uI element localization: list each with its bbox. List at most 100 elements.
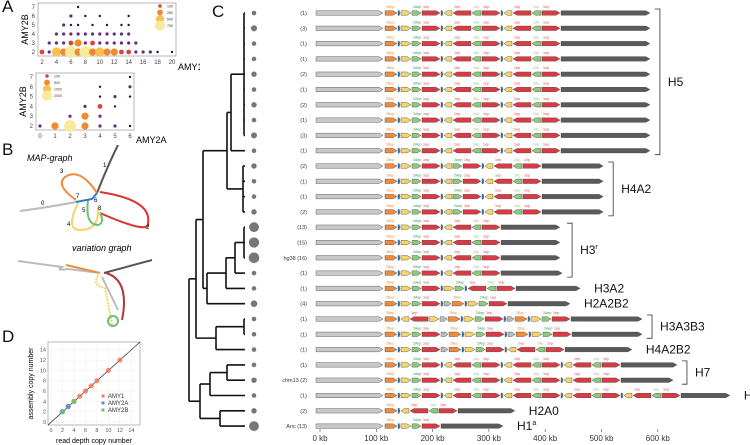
gene-label: 1ep bbox=[454, 82, 460, 86]
gene-b bbox=[500, 56, 504, 62]
x-tick-label: 3 bbox=[83, 134, 87, 140]
gene-R bbox=[481, 148, 501, 154]
data-point bbox=[127, 14, 130, 18]
data-point-AMY2A bbox=[65, 403, 71, 410]
flank-left-arrow bbox=[315, 25, 384, 31]
gene-r bbox=[572, 393, 592, 398]
gene-b bbox=[440, 25, 444, 31]
gene-O bbox=[384, 209, 398, 215]
x-tick-label: 2 bbox=[61, 428, 64, 434]
gene-label: 2Ap bbox=[514, 189, 520, 193]
gene-y bbox=[443, 148, 453, 154]
gene-O bbox=[384, 41, 398, 47]
gene-R bbox=[485, 331, 505, 337]
gene-label: 2Ap bbox=[533, 372, 539, 376]
gene-y bbox=[484, 163, 494, 169]
data-point-AMY1 bbox=[82, 388, 89, 394]
gene-label: 2Ap bbox=[533, 97, 539, 101]
gene-g bbox=[512, 178, 523, 184]
axis-tick-label: 600 kb bbox=[646, 434, 671, 443]
gene-label: 1ep bbox=[483, 143, 489, 147]
gene-g bbox=[471, 56, 482, 62]
gene-label: 1ep bbox=[483, 51, 489, 55]
data-point bbox=[105, 41, 109, 45]
gene-label: 1ep bbox=[483, 20, 489, 24]
gene-y bbox=[484, 178, 494, 184]
gene-label: 2Aep bbox=[413, 250, 421, 254]
variation-gray-inner-path bbox=[101, 276, 119, 311]
flank-right-arrow bbox=[560, 132, 651, 138]
gene-O bbox=[384, 347, 398, 353]
node-4-path bbox=[71, 202, 100, 232]
gene-y bbox=[503, 41, 513, 47]
gene-r bbox=[632, 393, 652, 398]
gene-r bbox=[452, 102, 472, 108]
gene-label: 1ep bbox=[423, 296, 429, 300]
gene-b bbox=[397, 316, 401, 322]
gene-y bbox=[443, 240, 453, 245]
gene-y bbox=[443, 255, 453, 261]
data-point bbox=[120, 23, 123, 27]
gene-label: 2Bep bbox=[453, 296, 461, 300]
data-point bbox=[62, 23, 66, 27]
gene-label: 2Bep bbox=[386, 189, 394, 193]
variation-graph-title: variation graph bbox=[72, 243, 132, 253]
flank-left-arrow bbox=[315, 41, 384, 47]
gene-label: 2Bep bbox=[386, 280, 394, 284]
gene-label: 1ep bbox=[411, 311, 417, 315]
data-point bbox=[81, 122, 89, 130]
x-tick-label: 14 bbox=[128, 428, 134, 434]
gene-label: 2Bep bbox=[386, 112, 394, 116]
gene-O bbox=[384, 224, 398, 230]
flank-right-arrow bbox=[500, 240, 561, 245]
gene-R bbox=[488, 301, 508, 307]
gene-b bbox=[397, 193, 401, 200]
gene-O bbox=[384, 117, 398, 123]
gene-label: 1ep bbox=[454, 357, 460, 361]
data-point bbox=[98, 14, 101, 18]
gene-label: 1ep bbox=[423, 204, 429, 208]
gene-label: 2Bep bbox=[386, 97, 394, 101]
haplotype-bracket bbox=[647, 314, 653, 339]
gene-r bbox=[452, 148, 472, 154]
haplotype-row: Anc (13) 2Bep 2Aep 1ep bbox=[249, 418, 504, 432]
gene-label: 1ep bbox=[514, 127, 520, 131]
row-count-label: (1) bbox=[300, 332, 307, 338]
gene-b bbox=[500, 148, 504, 154]
gene-b bbox=[440, 193, 444, 200]
gene-label: 1ep bbox=[634, 388, 640, 392]
legend-swatch bbox=[101, 401, 105, 405]
gene-G bbox=[411, 10, 422, 16]
svg-text:6: 6 bbox=[94, 198, 98, 204]
cluster-size-dot bbox=[251, 286, 257, 291]
data-point bbox=[69, 32, 73, 36]
gene-b bbox=[397, 178, 401, 184]
data-point bbox=[83, 41, 87, 45]
gene-label: 1ep bbox=[423, 51, 429, 55]
gene-y bbox=[563, 362, 573, 368]
data-point bbox=[134, 41, 138, 45]
gene-label: 1ep bbox=[454, 36, 460, 40]
x-tick-label: 0 bbox=[38, 134, 42, 140]
gene-b bbox=[440, 285, 444, 292]
gene-R bbox=[481, 362, 501, 368]
gene-b bbox=[528, 331, 532, 337]
data-point bbox=[68, 40, 74, 46]
gene-O bbox=[384, 240, 398, 245]
gene-label: 1ep bbox=[543, 112, 549, 116]
gene-x bbox=[439, 316, 448, 322]
data-point bbox=[113, 105, 117, 108]
gene-label: 1ep bbox=[423, 82, 429, 86]
gene-Y bbox=[400, 423, 412, 429]
gene-r bbox=[512, 87, 532, 92]
gene-g bbox=[471, 224, 482, 230]
gene-O bbox=[384, 362, 398, 368]
gene-R bbox=[421, 224, 441, 230]
gene-G bbox=[411, 163, 422, 169]
flank-left-arrow bbox=[315, 71, 384, 77]
gene-label: 2Ap bbox=[593, 372, 599, 376]
data-point bbox=[127, 23, 130, 27]
gene-b bbox=[397, 362, 401, 368]
